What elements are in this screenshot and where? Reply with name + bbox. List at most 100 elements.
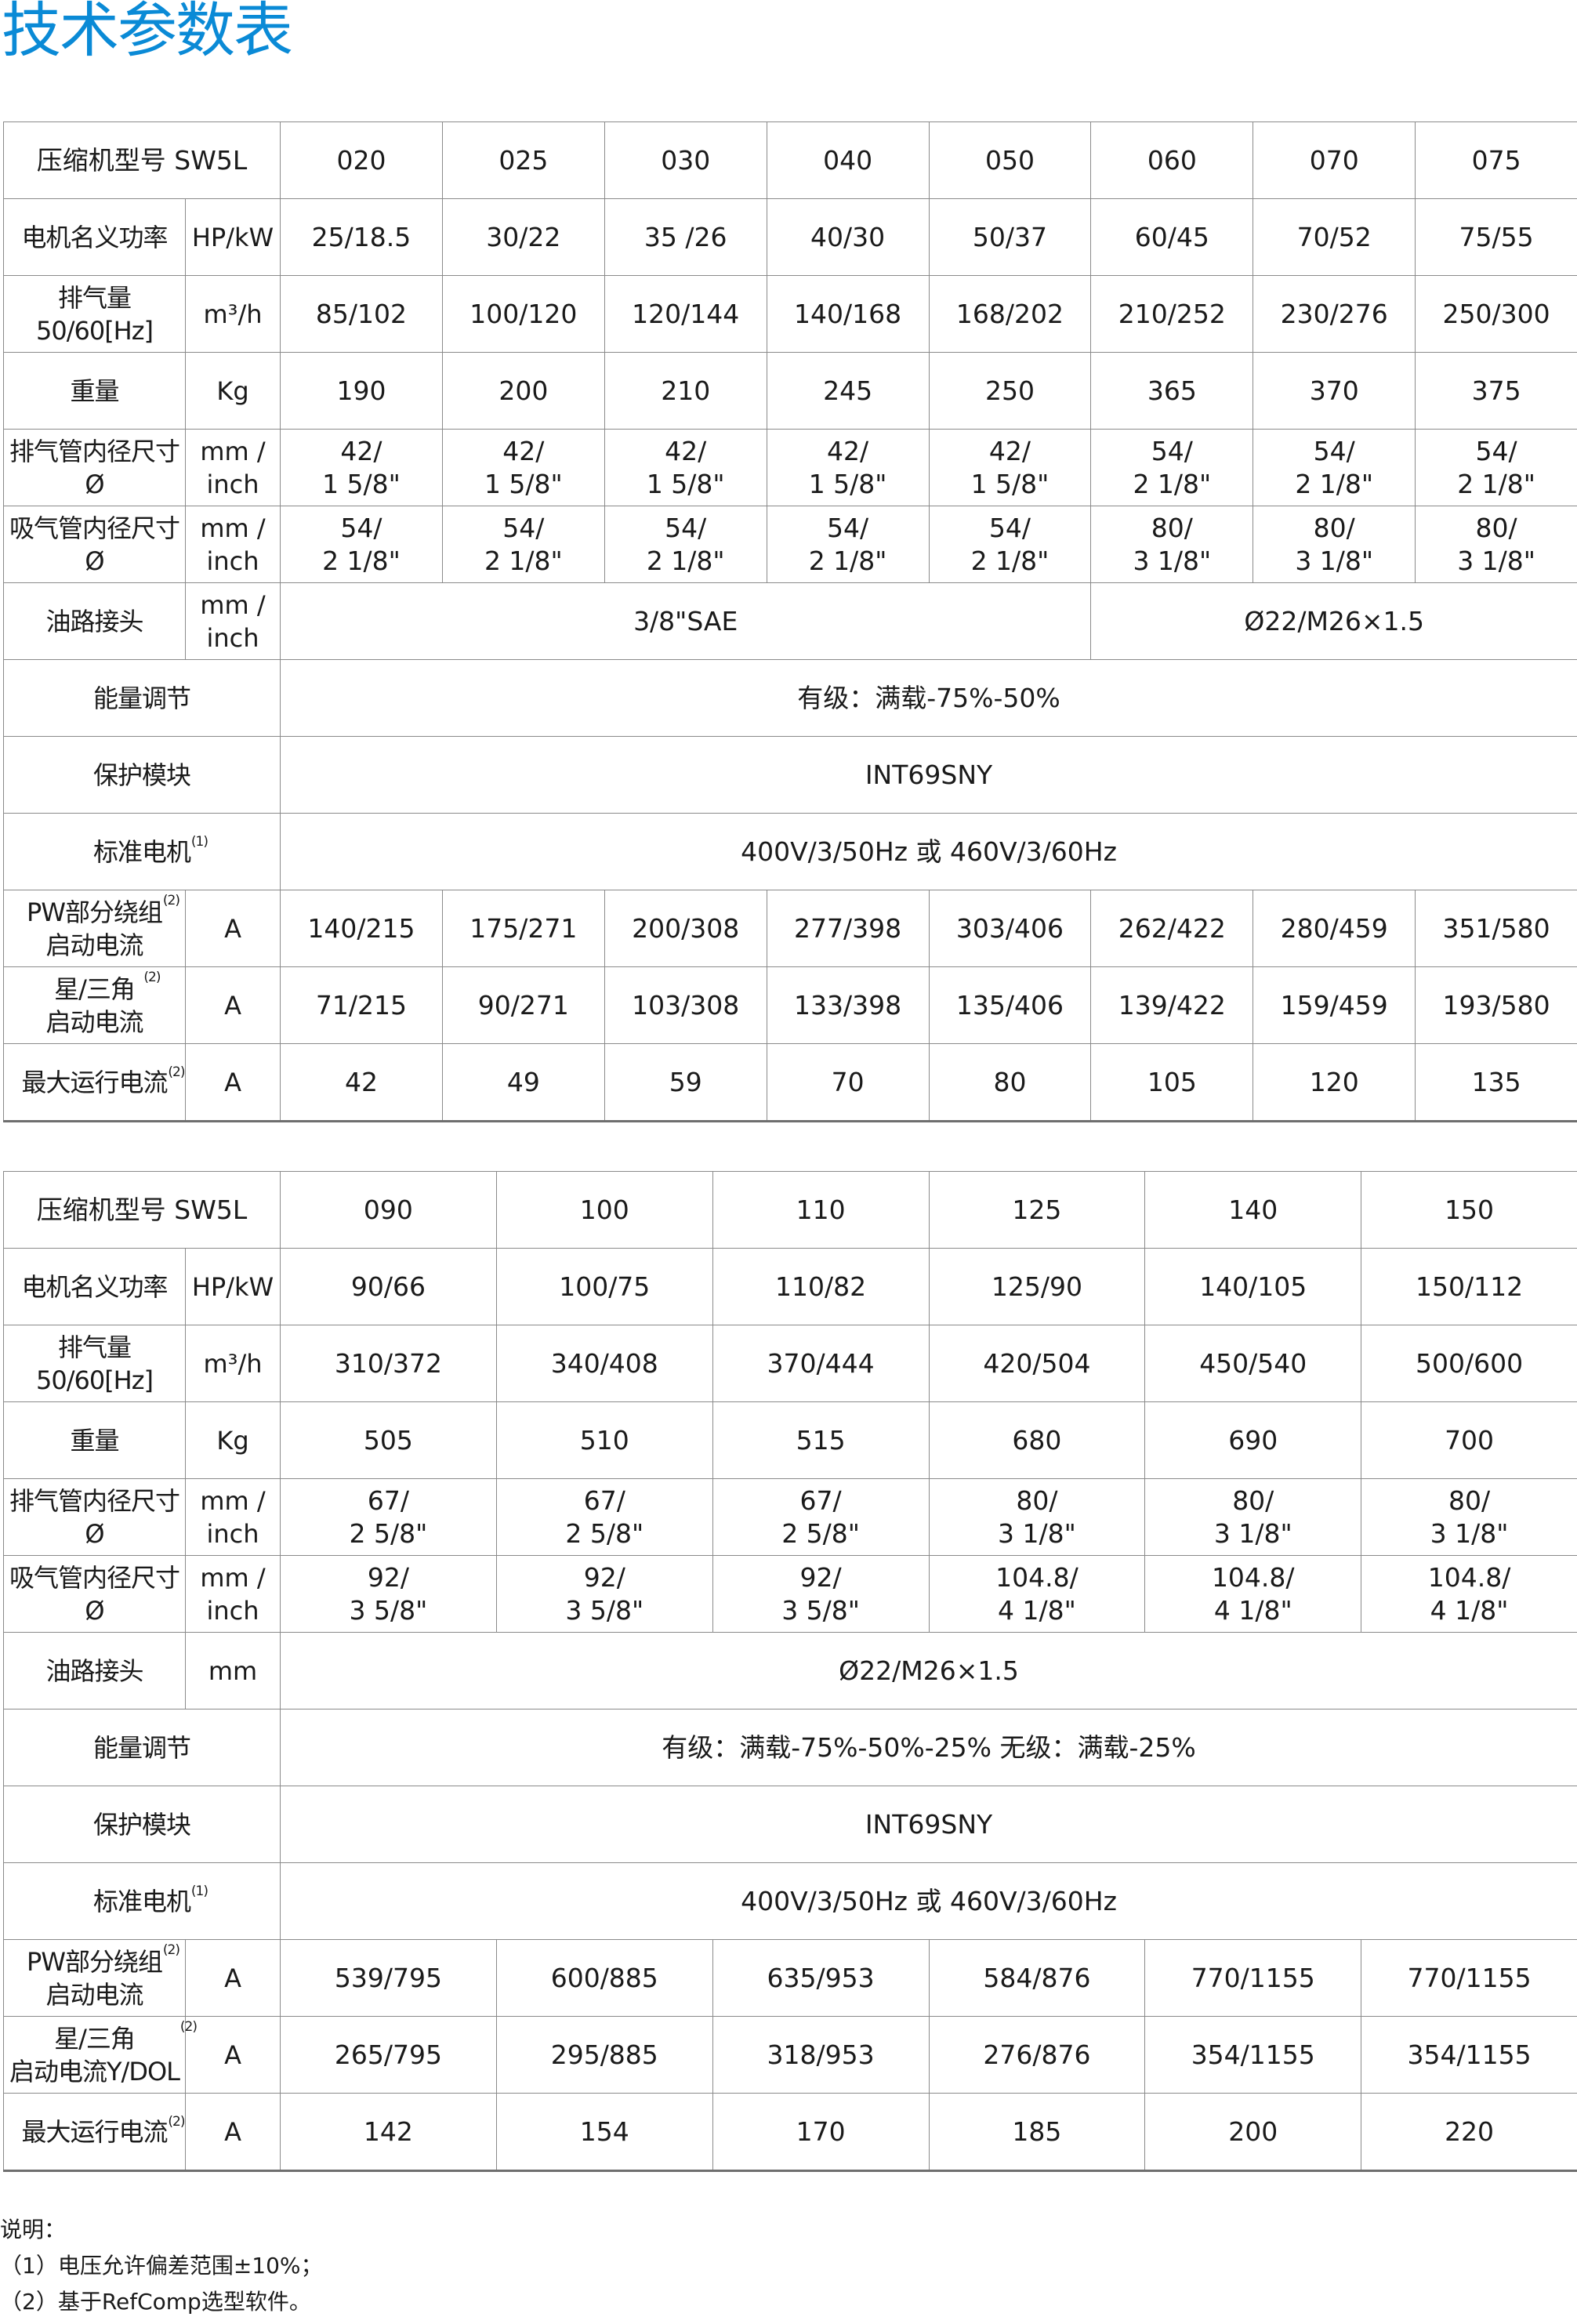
value-cell: 92/ 3 5/8" [712, 1555, 930, 1633]
value-cell-text: 75/55 [1459, 221, 1534, 252]
row-label: 排气量 50/60[Hz] [3, 275, 186, 353]
value-cell: 80/ 3 1/8" [1415, 506, 1577, 583]
value-cell-text: 71/215 [315, 989, 407, 1021]
merged-value-cell: INT69SNY [280, 1786, 1577, 1863]
value-cell: 54/ 2 1/8" [766, 506, 930, 583]
value-cell-text: 54/ 2 1/8" [646, 512, 725, 576]
value-cell-text: 310/372 [334, 1347, 442, 1379]
value-cell: 104.8/ 4 1/8" [928, 1555, 1146, 1633]
row-unit: Kg [184, 1401, 281, 1479]
value-cell-text: 100/75 [559, 1271, 651, 1302]
value-cell-text: 159/459 [1280, 989, 1388, 1021]
value-cell: 210/252 [1090, 275, 1254, 353]
value-cell: 42 [280, 1043, 443, 1122]
row-unit-text: A [224, 1963, 241, 1993]
value-cell-text: 318/953 [767, 2039, 875, 2070]
value-cell: 100/75 [495, 1248, 713, 1325]
row-label: 重量 [3, 352, 186, 430]
value-cell: 80/ 3 1/8" [1253, 506, 1416, 583]
value-cell-text: 142 [363, 2116, 413, 2147]
row-unit-text: mm / inch [200, 1485, 266, 1549]
value-cell-text: 92/ 3 5/8" [781, 1561, 860, 1626]
value-cell: 510 [495, 1401, 713, 1479]
table-row: 标准电机 (1) 400V/3/50Hz 或 460V/3/60Hz [2, 1862, 1577, 1940]
merged-value-cell: Ø22/M26×1.5 [1090, 582, 1577, 660]
value-cell-text: 42/ 1 5/8" [808, 435, 887, 499]
value-cell: 500/600 [1361, 1325, 1577, 1402]
value-cell-text: 295/885 [550, 2039, 658, 2070]
row-label: PW部分绕组 启动电流 (2) [3, 1939, 186, 2017]
value-cell-text: 40/30 [810, 221, 886, 252]
row-unit-text: HP/kW [191, 1271, 274, 1302]
value-cell-text: 135/406 [955, 989, 1064, 1021]
value-cell-text: 250 [984, 375, 1035, 406]
value-cell-text: 80/ 3 1/8" [1213, 1485, 1292, 1549]
value-cell: 54/ 2 1/8" [280, 506, 443, 583]
value-cell: 168/202 [928, 275, 1092, 353]
table-row: 保护模块 INT69SNY [2, 736, 1577, 814]
model-header-cell-text: 020 [336, 144, 386, 176]
model-header-cell-text: 100 [579, 1194, 629, 1225]
value-cell: 515 [712, 1401, 930, 1479]
table-row: 重量 Kg 190 200 210 245 250 365 370 375 [3, 352, 1577, 430]
value-cell-text: 210 [661, 375, 711, 406]
value-cell-text: 80/ 3 1/8" [1295, 512, 1374, 576]
value-cell: 303/406 [928, 890, 1092, 967]
notes-heading: 说明： [0, 2217, 67, 2242]
value-cell-text: 185 [1012, 2116, 1062, 2147]
value-cell: 42/ 1 5/8" [928, 429, 1092, 506]
model-header-cell: 030 [604, 121, 767, 199]
value-cell: 103/308 [604, 966, 767, 1044]
value-cell-text: 200 [498, 375, 549, 406]
value-cell-text: 67/ 2 5/8" [565, 1485, 644, 1549]
merged-value-cell: 3/8"SAE [280, 582, 1092, 660]
value-cell: 30/22 [441, 198, 605, 276]
model-header-cell-text: 070 [1309, 144, 1359, 176]
table-row: 星/三角 启动电流 (2) A 71/215 90/271 103/308 133/398 1… [3, 966, 1577, 1044]
table-row: 最大运行电流 (2) A 42 49 59 70 80 105 120 135 [3, 1043, 1577, 1122]
model-header-cell-text: 110 [796, 1194, 846, 1225]
row-label: 电机名义功率 [3, 198, 186, 276]
value-cell-text: 190 [336, 375, 386, 406]
value-cell-text: 67/ 2 5/8" [781, 1485, 860, 1549]
row-unit: mm / inch [184, 1555, 281, 1633]
model-header-cell-text: 125 [1012, 1194, 1062, 1225]
value-cell-text: 375 [1471, 375, 1521, 406]
value-cell: 54/ 2 1/8" [1090, 429, 1254, 506]
value-cell: 67/ 2 5/8" [712, 1478, 930, 1556]
value-cell-text: 120 [1309, 1066, 1359, 1097]
value-cell-text: 168/202 [955, 298, 1064, 329]
row-label: 标准电机 (1) [2, 1862, 281, 1940]
value-cell: 635/953 [712, 1939, 930, 2017]
label-wrap: 标准电机 (1) [93, 834, 208, 868]
value-cell-text: 85/102 [315, 298, 407, 329]
value-cell-text: 276/876 [983, 2039, 1091, 2070]
value-cell-text: 515 [796, 1424, 846, 1456]
model-header-cell-text: 090 [363, 1194, 413, 1225]
row-label-text: 重量 [70, 375, 119, 406]
value-cell-text: 54/ 2 1/8" [1295, 435, 1374, 499]
value-cell-text: 340/408 [550, 1347, 658, 1379]
footnote-ref: (1) [190, 1883, 208, 1899]
value-cell: 220 [1361, 2093, 1577, 2172]
table-row: 保护模块 INT69SNY [2, 1786, 1577, 1863]
row-label-text: 油路接头 [45, 606, 143, 636]
header-row: 压缩机型号 SW5L 090 100 110 125 140 150 [2, 1171, 1577, 1249]
value-cell-text: 370/444 [767, 1347, 875, 1379]
value-cell: 100/120 [441, 275, 605, 353]
label-wrap: PW部分绕组 启动电流 (2) [27, 893, 180, 962]
value-cell: 375 [1415, 352, 1577, 430]
value-cell: 92/ 3 5/8" [495, 1555, 713, 1633]
value-cell: 35 /26 [604, 198, 767, 276]
value-cell-text: 303/406 [955, 912, 1064, 944]
value-cell: 120 [1253, 1043, 1416, 1122]
value-cell: 280/459 [1253, 890, 1416, 967]
model-header-cell: 020 [280, 121, 443, 199]
model-header-cell-text: 140 [1228, 1194, 1278, 1225]
value-cell: 277/398 [766, 890, 930, 967]
value-cell-text: 80/ 3 1/8" [1133, 512, 1212, 576]
value-cell: 80 [928, 1043, 1092, 1122]
value-cell: 110/82 [712, 1248, 930, 1325]
row-label-text: 吸气管内径尺寸Ø [9, 1562, 180, 1626]
value-cell-text: 80/ 3 1/8" [998, 1485, 1076, 1549]
